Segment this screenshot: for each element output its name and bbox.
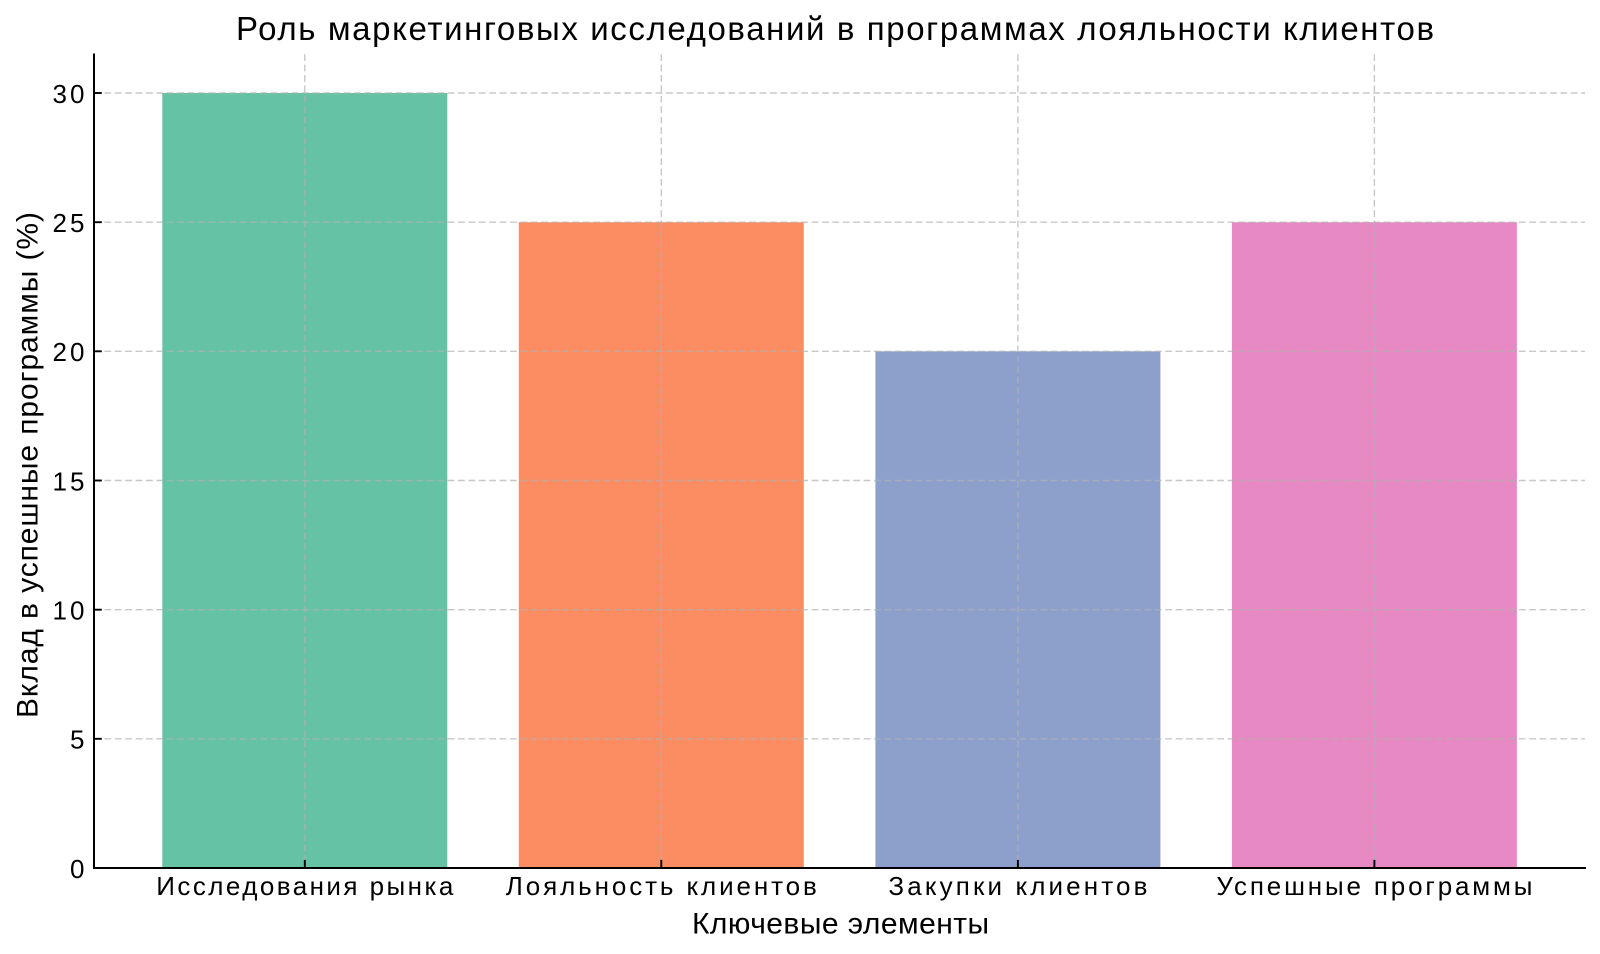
svg-text:Роль маркетинговых исследовани: Роль маркетинговых исследований в програ… xyxy=(236,10,1434,47)
svg-text:Лояльность клиентов: Лояльность клиентов xyxy=(506,871,817,901)
svg-text:5: 5 xyxy=(70,725,84,755)
svg-text:Успешные программы: Успешные программы xyxy=(1216,871,1532,901)
svg-text:0: 0 xyxy=(70,854,84,884)
svg-text:Закупки клиентов: Закупки клиентов xyxy=(888,871,1147,901)
svg-text:Вклад в успешные программы (%): Вклад в успешные программы (%) xyxy=(12,212,45,718)
svg-text:Ключевые элементы: Ключевые элементы xyxy=(692,907,989,940)
svg-text:Исследования рынка: Исследования рынка xyxy=(156,871,454,901)
